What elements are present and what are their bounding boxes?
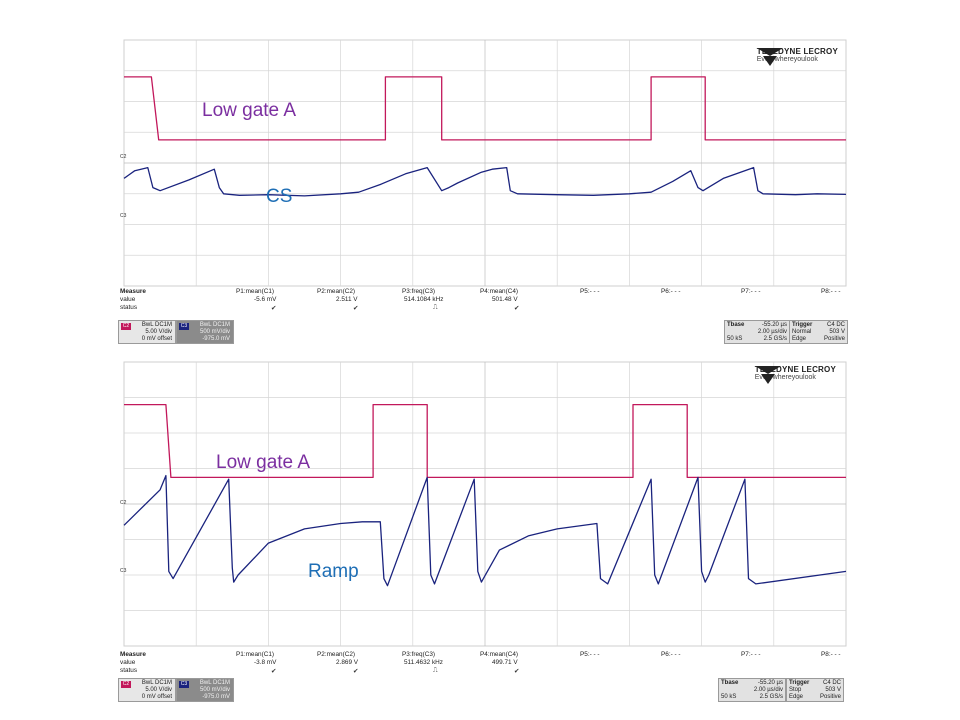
channel-descriptor-c3[interactable]: C3 BwL DC1M 500 mV/div -975.0 mV (176, 678, 234, 702)
timebase-descriptor[interactable]: Tbase -55.20 µs 2.00 µs/div 50 kS 2.5 GS… (718, 678, 786, 702)
measure-header-row: Measure P1:mean(C1) P2:mean(C2) P3:freq(… (120, 288, 841, 295)
measure-header-row: Measure P1:mean(C1) P2:mean(C2) P3:freq(… (120, 651, 841, 658)
measure-value-row: value -5.6 mV 2.511 V 514.1084 kHz 501.4… (120, 296, 518, 303)
trace-marker-c2: C2 (120, 500, 127, 506)
lecroy-mark-icon (756, 48, 783, 66)
scope-panel-bottom: TELEDYNE LECROY Everywhereyoulook Low ga… (118, 360, 847, 708)
overlay-low-gate-a: Low gate A (202, 100, 297, 121)
overlay-cs: CS (266, 186, 293, 207)
overlay-low-gate-a: Low gate A (216, 452, 311, 473)
measure-status-row: status ✔ ✔ ⎍ ✔ (120, 667, 520, 675)
scope-panel-top: TELEDYNE LECROY Everywhereyoulook Low ga… (118, 38, 848, 344)
trigger-descriptor[interactable]: Trigger C4 DC Normal 503 V Edge Positive (789, 320, 848, 344)
logo-tagline: Everywhereyoulook (756, 56, 818, 63)
trace-marker-c2: C2 (120, 154, 127, 160)
teledyne-logo: TELEDYNE LECROY Everywhereyoulook (754, 365, 836, 384)
waveform-plot-bottom (123, 361, 847, 647)
overlay-ramp: Ramp (308, 561, 359, 582)
trace-marker-c3: C3 (120, 568, 127, 574)
measure-value-row: value -3.8 mV 2.869 V 511.4632 kHz 499.7… (120, 659, 518, 666)
series-line-low-gate-a (124, 403, 846, 479)
trigger-descriptor[interactable]: Trigger C4 DC Stop 503 V Edge Positive (786, 678, 844, 702)
lecroy-mark-icon (754, 366, 781, 384)
channel-descriptor-c2[interactable]: C2 BwL DC1M 5.00 V/div 0 mV offset (118, 678, 176, 702)
series-line-low-gate-a (124, 76, 846, 141)
measure-status-row: status ✔ ✔ ⎍ ✔ (120, 304, 520, 312)
measure-table-top: Measure P1:mean(C1) P2:mean(C2) P3:freq(… (118, 288, 846, 318)
logo-brand: TELEDYNE LECROY (756, 47, 838, 56)
series-line-ramp (123, 474, 847, 587)
logo-tagline: Everywhereyoulook (754, 374, 816, 381)
trace-marker-c3: C3 (120, 213, 127, 219)
series-line-cs (123, 166, 847, 197)
channel-descriptor-c3[interactable]: C3 BwL DC1M 500 mV/div -975.0 mV (176, 320, 234, 344)
waveform-plot-top (123, 39, 847, 287)
timebase-descriptor[interactable]: Tbase -55.20 µs 2.00 µs/div 50 kS 2.5 GS… (724, 320, 790, 344)
teledyne-logo: TELEDYNE LECROY Everywhereyoulook (756, 47, 838, 66)
channel-descriptor-c2[interactable]: C2 BwL DC1M 5.00 V/div 0 mV offset (118, 320, 176, 344)
logo-brand: TELEDYNE LECROY (754, 365, 836, 374)
measure-table-bottom: Measure P1:mean(C1) P2:mean(C2) P3:freq(… (118, 651, 846, 681)
